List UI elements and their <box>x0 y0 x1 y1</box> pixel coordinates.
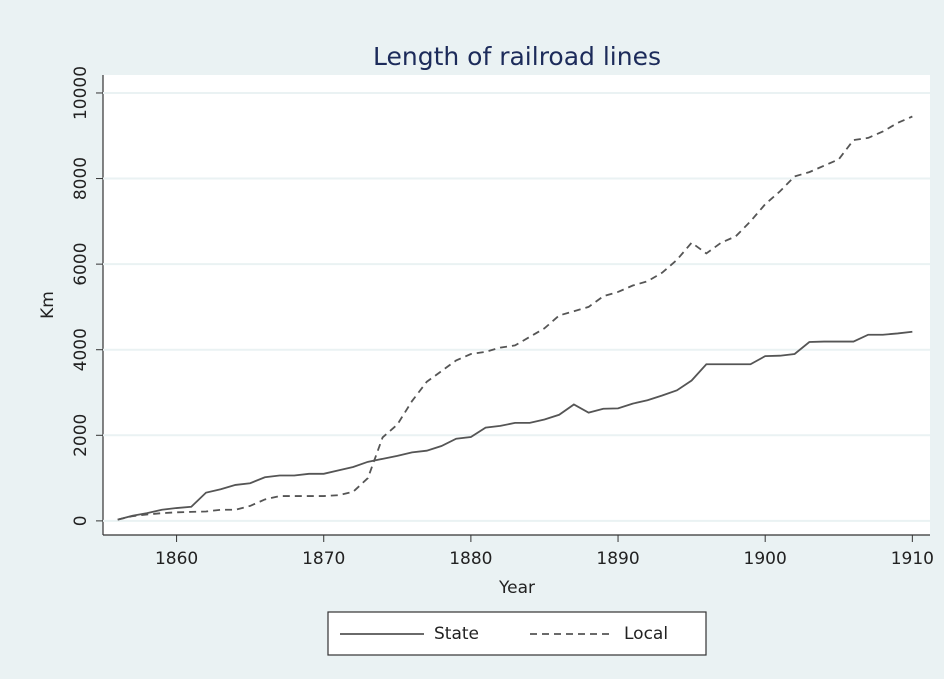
y-tick-label: 4000 <box>71 328 91 371</box>
y-tick-label: 6000 <box>71 243 91 286</box>
x-tick-label: 1890 <box>596 549 639 569</box>
y-tick-label: 0 <box>71 515 91 526</box>
y-tick-label: 10000 <box>71 66 91 120</box>
chart-title: Length of railroad lines <box>373 42 661 71</box>
y-tick-label: 8000 <box>71 157 91 200</box>
x-axis-label: Year <box>498 578 535 598</box>
plot-area <box>103 75 930 535</box>
legend-label: State <box>434 624 479 644</box>
x-tick-label: 1880 <box>449 549 492 569</box>
y-tick-label: 2000 <box>71 414 91 457</box>
series-line <box>117 115 913 521</box>
x-tick-label: 1860 <box>155 549 198 569</box>
legend-label: Local <box>624 624 668 644</box>
y-axis-label: Km <box>38 291 58 319</box>
x-tick-label: 1870 <box>302 549 345 569</box>
series-line <box>117 330 913 521</box>
x-tick-label: 1900 <box>744 549 787 569</box>
x-tick-label: 1910 <box>891 549 934 569</box>
